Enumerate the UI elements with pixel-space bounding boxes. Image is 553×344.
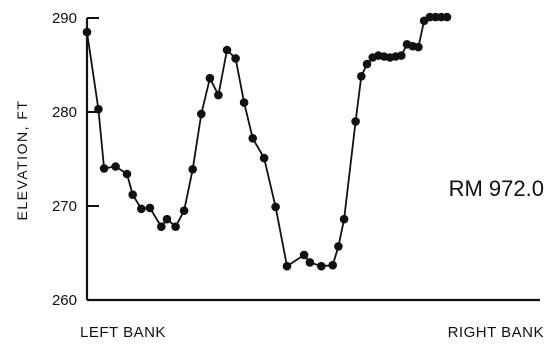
right-bank-label: RIGHT BANK [448, 324, 544, 341]
data-point [188, 165, 197, 174]
data-point [248, 134, 257, 143]
data-point [442, 12, 452, 22]
data-point [351, 117, 360, 126]
data-point [171, 222, 180, 231]
data-point [334, 242, 343, 251]
data-point [145, 203, 155, 213]
left-bank-label: LEFT BANK [80, 324, 166, 341]
data-point [179, 206, 189, 215]
data-point [231, 54, 240, 63]
y-tick-label: 290 [52, 10, 77, 27]
data-point [157, 222, 166, 231]
data-point [214, 90, 223, 100]
elevation-series-points [82, 12, 452, 271]
data-point [137, 204, 146, 214]
data-point [99, 164, 109, 173]
elevation-line-path [86, 16, 447, 268]
data-point [111, 162, 120, 171]
data-point [128, 190, 137, 199]
data-point [362, 59, 372, 69]
data-point [305, 258, 315, 267]
data-point [282, 261, 292, 271]
data-point [94, 104, 103, 114]
data-point [357, 72, 366, 81]
data-point [222, 45, 232, 55]
river-mile-annotation: RM 972.0 [449, 176, 544, 201]
data-point [271, 202, 280, 212]
data-point [299, 250, 309, 260]
y-tick-label: 260 [52, 292, 77, 309]
elevation-series-line [86, 16, 447, 268]
data-point [205, 73, 215, 83]
data-point [339, 214, 349, 224]
data-point [397, 51, 406, 60]
data-point [239, 98, 249, 107]
data-point [197, 109, 206, 119]
y-axis-title: ELEVATION, FT [14, 100, 30, 221]
data-point [82, 27, 92, 37]
data-point [122, 169, 132, 179]
y-tick-label: 280 [52, 104, 77, 121]
data-point [328, 260, 338, 270]
data-point [259, 153, 269, 163]
y-ticks: 260 270 280 290 [52, 10, 99, 309]
data-point [162, 214, 172, 224]
data-point [414, 42, 423, 52]
y-tick-label: 270 [52, 198, 77, 215]
data-point [317, 261, 326, 271]
